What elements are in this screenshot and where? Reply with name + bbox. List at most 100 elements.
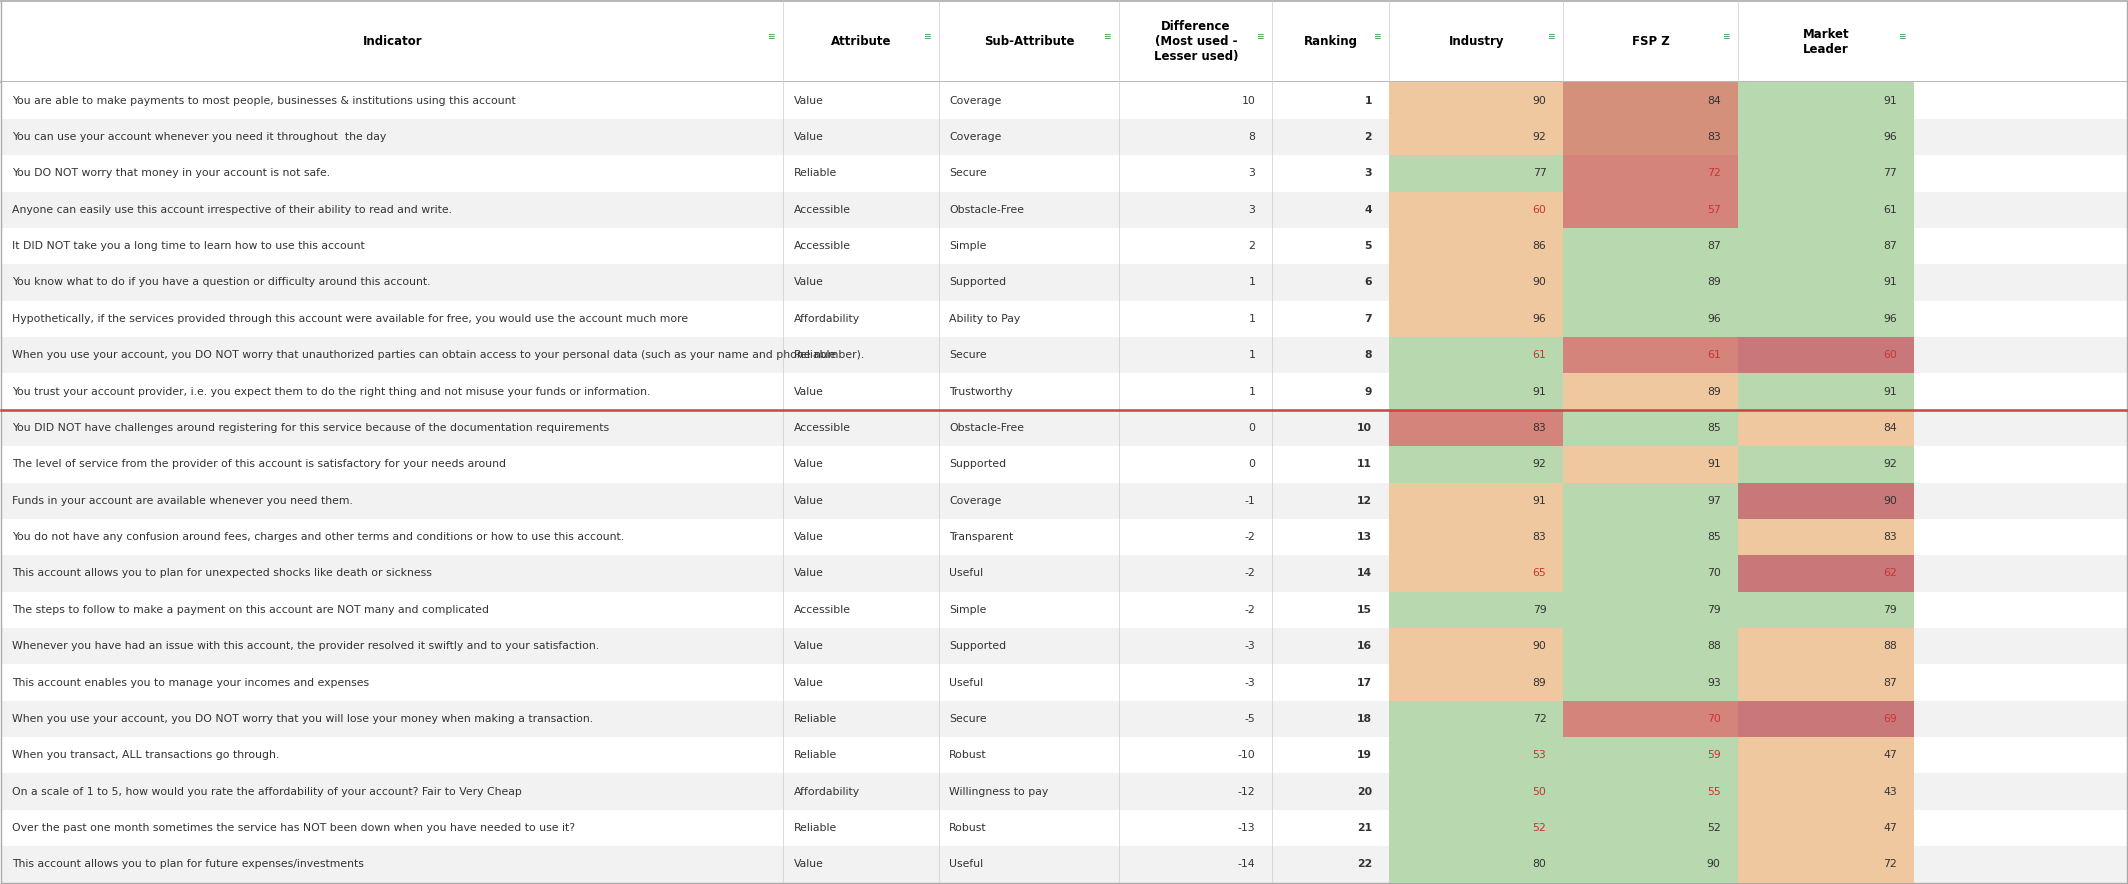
Text: 83: 83 [1532, 423, 1547, 433]
Text: Hypothetically, if the services provided through this account were available for: Hypothetically, if the services provided… [13, 314, 687, 324]
Text: 92: 92 [1883, 460, 1896, 469]
Text: 80: 80 [1532, 859, 1547, 870]
Text: FSP Z: FSP Z [1632, 35, 1670, 49]
Text: Value: Value [794, 496, 824, 506]
Text: 10: 10 [1358, 423, 1373, 433]
Text: Useful: Useful [949, 568, 983, 578]
Text: Reliable: Reliable [794, 714, 836, 724]
Text: Secure: Secure [949, 168, 987, 179]
Text: Accessible: Accessible [794, 205, 851, 215]
Text: ≡: ≡ [1102, 32, 1111, 42]
Text: Obstacle-Free: Obstacle-Free [949, 205, 1024, 215]
Text: Ability to Pay: Ability to Pay [949, 314, 1021, 324]
Bar [1564, 628, 1739, 665]
Text: 89: 89 [1707, 386, 1722, 397]
Bar [1564, 373, 1739, 410]
Text: 90: 90 [1883, 496, 1896, 506]
Text: 83: 83 [1532, 532, 1547, 542]
Text: Market
Leader: Market Leader [1802, 28, 1849, 56]
Bar [2, 118, 2126, 156]
Text: Supported: Supported [949, 460, 1007, 469]
Text: ≡: ≡ [1722, 32, 1730, 42]
Text: ≡: ≡ [768, 32, 775, 42]
Text: Value: Value [794, 132, 824, 142]
Bar [1739, 337, 1913, 373]
Text: Simple: Simple [949, 605, 987, 615]
Bar [1390, 737, 1564, 774]
Bar [1390, 519, 1564, 555]
Text: 1: 1 [1249, 386, 1256, 397]
Text: 12: 12 [1358, 496, 1373, 506]
Text: 91: 91 [1883, 278, 1896, 287]
Text: 88: 88 [1707, 641, 1722, 652]
Text: -2: -2 [1245, 532, 1256, 542]
Bar [1564, 337, 1739, 373]
Text: 91: 91 [1532, 496, 1547, 506]
Text: 70: 70 [1707, 714, 1722, 724]
Text: Anyone can easily use this account irrespective of their ability to read and wri: Anyone can easily use this account irres… [13, 205, 451, 215]
Bar [1739, 846, 1913, 882]
Bar [2, 2, 2126, 82]
Text: Reliable: Reliable [794, 350, 836, 361]
Text: 91: 91 [1883, 95, 1896, 106]
Text: 47: 47 [1883, 823, 1896, 833]
Text: 18: 18 [1358, 714, 1373, 724]
Text: 90: 90 [1532, 95, 1547, 106]
Bar [2, 519, 2126, 555]
Bar [1739, 373, 1913, 410]
Text: ≡: ≡ [1373, 32, 1381, 42]
Text: 0: 0 [1249, 423, 1256, 433]
Bar [1390, 846, 1564, 882]
Bar [1564, 410, 1739, 446]
Text: Reliable: Reliable [794, 168, 836, 179]
Bar [1739, 446, 1913, 483]
Text: 89: 89 [1532, 677, 1547, 688]
Text: 96: 96 [1707, 314, 1722, 324]
Bar [2, 555, 2126, 591]
Text: 72: 72 [1707, 168, 1722, 179]
Text: Useful: Useful [949, 677, 983, 688]
Text: 59: 59 [1707, 751, 1722, 760]
Text: 0: 0 [1249, 460, 1256, 469]
Bar [1564, 846, 1739, 882]
Text: Supported: Supported [949, 641, 1007, 652]
Bar [1390, 264, 1564, 301]
Text: 4: 4 [1364, 205, 1373, 215]
Text: Useful: Useful [949, 859, 983, 870]
Bar [1739, 665, 1913, 701]
Text: 92: 92 [1532, 132, 1547, 142]
Text: 65: 65 [1532, 568, 1547, 578]
Text: -5: -5 [1245, 714, 1256, 724]
Bar [1564, 701, 1739, 737]
Bar [2, 737, 2126, 774]
Bar [1390, 301, 1564, 337]
Bar [2, 774, 2126, 810]
Text: 13: 13 [1358, 532, 1373, 542]
Bar [1739, 628, 1913, 665]
Text: Trustworthy: Trustworthy [949, 386, 1013, 397]
Text: 77: 77 [1883, 168, 1896, 179]
Text: 1: 1 [1249, 278, 1256, 287]
Text: Over the past one month sometimes the service has NOT been down when you have ne: Over the past one month sometimes the se… [13, 823, 575, 833]
Text: -13: -13 [1238, 823, 1256, 833]
Bar [2, 156, 2126, 192]
Bar [2, 628, 2126, 665]
Bar [1390, 82, 1564, 118]
Bar [1390, 665, 1564, 701]
Text: 2: 2 [1364, 132, 1373, 142]
Text: 90: 90 [1707, 859, 1722, 870]
Text: -2: -2 [1245, 605, 1256, 615]
Bar [1564, 264, 1739, 301]
Text: Indicator: Indicator [362, 35, 421, 49]
Text: Coverage: Coverage [949, 496, 1002, 506]
Bar [1564, 192, 1739, 228]
Bar [1739, 118, 1913, 156]
Bar [2, 410, 2126, 446]
Bar [1564, 228, 1739, 264]
Text: 9: 9 [1364, 386, 1373, 397]
Text: 7: 7 [1364, 314, 1373, 324]
Text: 89: 89 [1707, 278, 1722, 287]
Text: ≡: ≡ [1547, 32, 1556, 42]
Text: Obstacle-Free: Obstacle-Free [949, 423, 1024, 433]
Text: Robust: Robust [949, 823, 987, 833]
